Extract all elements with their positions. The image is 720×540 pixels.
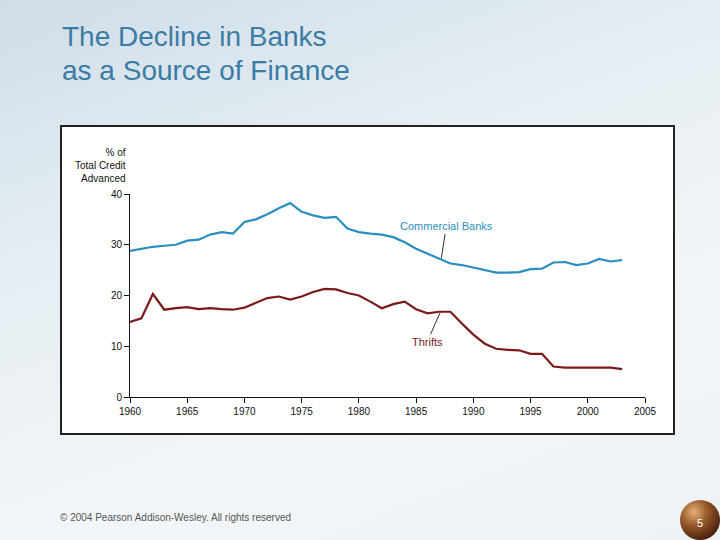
svg-text:10: 10 xyxy=(111,341,123,352)
svg-text:1990: 1990 xyxy=(462,406,485,417)
svg-text:20: 20 xyxy=(111,290,123,301)
html-text:5: 5 xyxy=(696,517,704,529)
svg-text:2000: 2000 xyxy=(577,406,600,417)
svg-text:1965: 1965 xyxy=(176,406,199,417)
svg-text:30: 30 xyxy=(111,239,123,250)
svg-text:1960: 1960 xyxy=(119,406,142,417)
svg-text:40: 40 xyxy=(111,189,123,200)
svg-text:0: 0 xyxy=(116,392,122,403)
svg-text:1980: 1980 xyxy=(348,406,371,417)
svg-text:Commercial Banks: Commercial Banks xyxy=(400,220,493,232)
svg-text:2005: 2005 xyxy=(634,406,657,417)
svg-text:Thrifts: Thrifts xyxy=(412,336,443,348)
html-text:© 2004 Pearson Addison-Wesley.: © 2004 Pearson Addison-Wesley. All right… xyxy=(60,512,291,523)
svg-text:% ofTotal CreditAdvanced: % ofTotal CreditAdvanced xyxy=(75,147,126,184)
svg-text:1995: 1995 xyxy=(519,406,542,417)
svg-text:1970: 1970 xyxy=(233,406,256,417)
html-text:The Decline in Banks as a Sour: The Decline in Banks as a Source of Fina… xyxy=(62,21,350,86)
svg-text:1975: 1975 xyxy=(291,406,314,417)
svg-text:1985: 1985 xyxy=(405,406,428,417)
